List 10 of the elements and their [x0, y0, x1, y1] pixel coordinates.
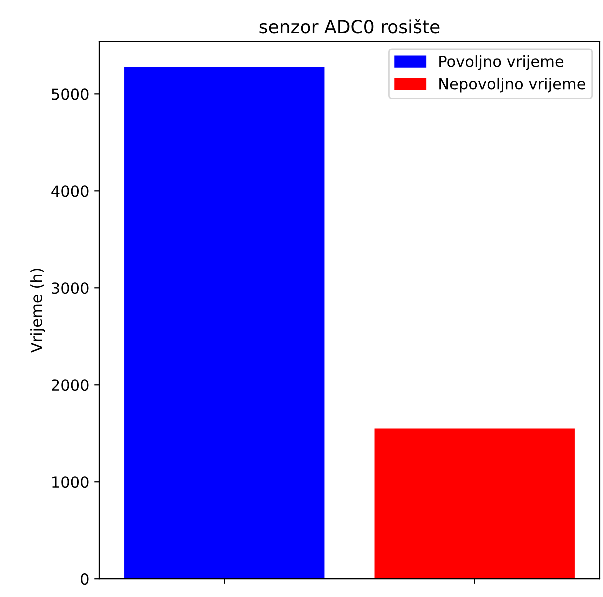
- y-tick-label: 3000: [52, 282, 89, 294]
- y-axis-title: Vrijeme (h): [30, 269, 46, 353]
- y-tick-label: 2000: [52, 380, 89, 392]
- y-tick-label: 0: [81, 574, 89, 586]
- y-tick-label: 5000: [52, 88, 89, 100]
- y-tick-label: 1000: [52, 476, 89, 488]
- legend-label: Nepovoljno vrijeme: [440, 78, 586, 93]
- y-tick-label: 4000: [52, 186, 89, 198]
- chart-title: senzor ADC0 rosište: [260, 19, 440, 34]
- legend-label: Povoljno vrijeme: [440, 56, 564, 70]
